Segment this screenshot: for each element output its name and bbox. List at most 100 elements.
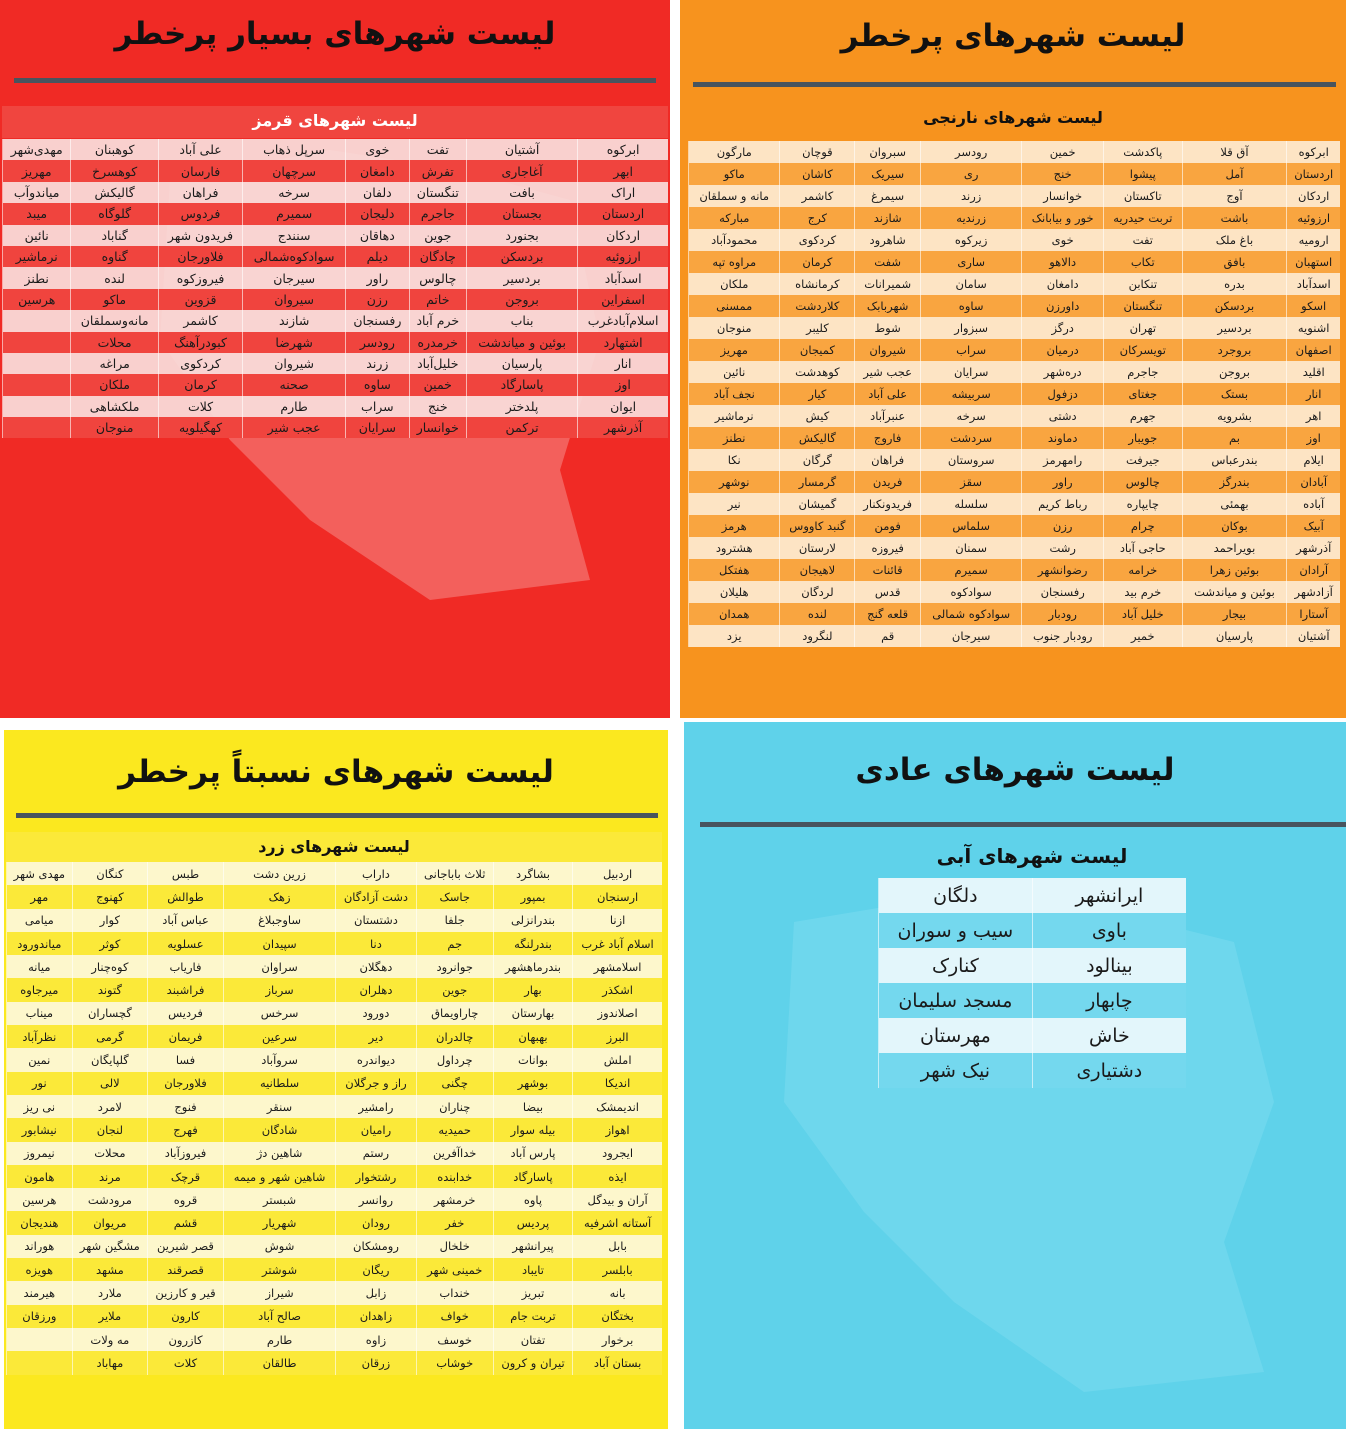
- city-cell: سیرجان: [242, 267, 346, 289]
- city-cell: ابهر: [577, 160, 668, 182]
- city-cell: بانه: [572, 1281, 662, 1305]
- table-row: دشتیاری نیک شهر: [878, 1053, 1186, 1088]
- city-cell: مراغه: [70, 352, 159, 375]
- city-cell: قصر شیرین: [147, 1234, 224, 1259]
- city-cell: خرمشهر: [415, 1188, 494, 1212]
- city-cell: قیر و کارزین: [147, 1281, 224, 1305]
- city-cell: نجف آباد: [687, 383, 780, 405]
- city-cell: دهلران: [335, 978, 417, 1002]
- city-cell: سربیشه: [919, 383, 1022, 405]
- city-cell: نائین: [1, 224, 71, 246]
- city-cell: بدره: [1181, 273, 1287, 295]
- city-cell: بندرانزلی: [492, 908, 573, 932]
- city-cell: کوهبنان: [70, 139, 159, 161]
- city-cell: نیمروز: [6, 1141, 73, 1165]
- table-row: ایجرود پارس آباد خداآفرین رستم شاهین دژ فیروز…: [6, 1141, 662, 1165]
- city-cell: هوراند: [6, 1234, 73, 1259]
- city-cell: سیریک: [854, 163, 921, 185]
- city-cell: سوادکوه‌شمالی: [242, 245, 346, 268]
- city-cell: [1, 417, 71, 439]
- city-cell: رامهرمز: [1021, 449, 1104, 471]
- city-cell: سلسله: [919, 493, 1022, 515]
- city-cell: سمیرم: [919, 559, 1022, 581]
- city-cell: میامی: [6, 908, 73, 932]
- city-cell: زرند: [919, 185, 1022, 207]
- table-row: آذرشهر بویراحمد حاجی آباد رشت سمنان فیروزه لار…: [687, 537, 1340, 559]
- city-cell: هامون: [6, 1164, 73, 1189]
- city-cell: فیروزآباد: [147, 1141, 224, 1165]
- city-cell: دیر: [335, 1025, 417, 1049]
- table-row: ارسنجان بمپور جاسک دشت آزادگان زهک طوالش کهنوج…: [6, 885, 662, 909]
- city-cell: سرایان: [345, 417, 410, 439]
- city-cell: خداآفرین: [415, 1141, 494, 1165]
- city-cell: زرین دشت: [222, 862, 336, 886]
- city-cell: عباس آباد: [147, 908, 224, 932]
- city-cell: نظرآباد: [6, 1025, 73, 1049]
- city-cell: خفر: [415, 1211, 494, 1235]
- city-cell: کاشمر: [157, 310, 243, 332]
- city-cell: دزفول: [1021, 383, 1104, 405]
- table-row: آذرشهر ترکمن خوانسار سرایان عجب شیر کهگیلویه م…: [1, 417, 668, 439]
- city-cell: رامیان: [335, 1118, 417, 1142]
- table-row: اردبیل بشاگرد ثلاث باباجانی داراب زرین دشت طب…: [6, 862, 662, 886]
- city-cell: بیله سوار: [492, 1118, 573, 1142]
- city-cell: رودسر: [345, 331, 410, 353]
- city-cell: بینالود: [1031, 948, 1186, 983]
- city-cell: سوادکوه شمالی: [919, 603, 1022, 625]
- city-cell: املش: [572, 1048, 662, 1072]
- table-row: اسلامشهر بندرماهشهر جوانرود دهگلان سراوان فار…: [6, 955, 662, 979]
- city-cell: بابل: [572, 1234, 662, 1259]
- page-title: لیست شهرهای عادی: [855, 752, 1175, 788]
- city-cell: درمیان: [1021, 339, 1104, 361]
- table-row: ازنا بندرانزلی جلفا دشتستان ساوجبلاغ عباس آبا…: [6, 908, 662, 932]
- city-cell: محمودآباد: [687, 229, 780, 251]
- city-cell: سرخه: [919, 405, 1022, 427]
- city-cell: سردشت: [919, 427, 1022, 449]
- table-row: ابرکوه آشتیان تفت خوی سرپل ذهاب علی آباد کوهبن…: [1, 139, 668, 161]
- city-cell: گلپایگان: [71, 1048, 148, 1072]
- city-cell: چادگان: [408, 245, 467, 268]
- city-cell: اردستان: [577, 203, 668, 225]
- table-row: باوی سیب و سوران: [878, 913, 1186, 948]
- city-cell: جویبار: [1103, 427, 1183, 449]
- city-cell: کوهدشت: [779, 361, 855, 383]
- city-cell: تنگستان: [1103, 295, 1183, 317]
- city-cell: عسلویه: [147, 931, 224, 956]
- page-title: لیست شهرهای نسبتاً پرخطر: [118, 754, 554, 790]
- table-row: اسدآباد بردسیر چالوس راور سیرجان فیروزکوه لنده…: [1, 267, 668, 289]
- city-cell: کرمانشاه: [779, 273, 855, 295]
- city-cell: سامان: [919, 273, 1022, 295]
- city-cell: سنقر: [222, 1094, 336, 1119]
- city-cell: یزد: [687, 625, 780, 647]
- city-cell: اردکان: [1286, 185, 1340, 207]
- city-cell: ایلام: [1286, 449, 1340, 471]
- city-cell: حاجی آباد: [1103, 537, 1183, 559]
- city-cell: تفت: [408, 139, 467, 161]
- city-cell: بوئین و میاندشت: [465, 331, 578, 353]
- city-cell: هویزه: [6, 1258, 73, 1282]
- city-cell: جوین: [408, 224, 467, 246]
- city-cell: هلیلان: [687, 581, 780, 603]
- city-cell: زاهدان: [335, 1304, 417, 1328]
- table-row: آباده بهمئی چایپاره رباط کریم سلسله فریدونکنا…: [687, 493, 1340, 515]
- city-cell: بهارستان: [492, 1001, 573, 1026]
- city-cell: میبد: [1, 203, 71, 225]
- table-row: ابرکوه آق قلا پاکدشت خمین رودسر سبروان قوچان ما…: [687, 141, 1340, 163]
- city-cell: ریگان: [335, 1258, 417, 1282]
- city-cell: فریدون شهر: [157, 224, 243, 246]
- city-cell: پاوه: [492, 1188, 573, 1212]
- table-row: اسدآباد بدره تنکابن دامغان سامان شمیرانات کرما…: [687, 273, 1340, 295]
- table-row: اردکان آوج تاکستان خوانسار زرند سیمرغ کاشمر مان…: [687, 185, 1340, 207]
- city-cell: دشتیاری: [1031, 1053, 1186, 1088]
- table-row: اردکان بجنورد جوین دهاقان سنندج فریدون شهر گنا…: [1, 224, 668, 246]
- table-row: اوز بم جویبار دماوند سردشت فاروج گالیکش نطنز: [687, 427, 1340, 449]
- city-cell: آبیک: [1286, 515, 1340, 537]
- city-cell: بافت: [465, 181, 578, 204]
- city-cell: گلوگاه: [70, 203, 159, 225]
- city-cell: فیروزه: [854, 537, 921, 559]
- city-cell: تفرش: [408, 160, 467, 182]
- city-cell: لنده: [779, 603, 855, 625]
- city-cell: گناوه: [70, 245, 159, 268]
- city-cell: مرند: [71, 1164, 148, 1189]
- table-row: آرادان بوئین زهرا خرامه رضوانشهر سمیرم قائنات…: [687, 559, 1340, 581]
